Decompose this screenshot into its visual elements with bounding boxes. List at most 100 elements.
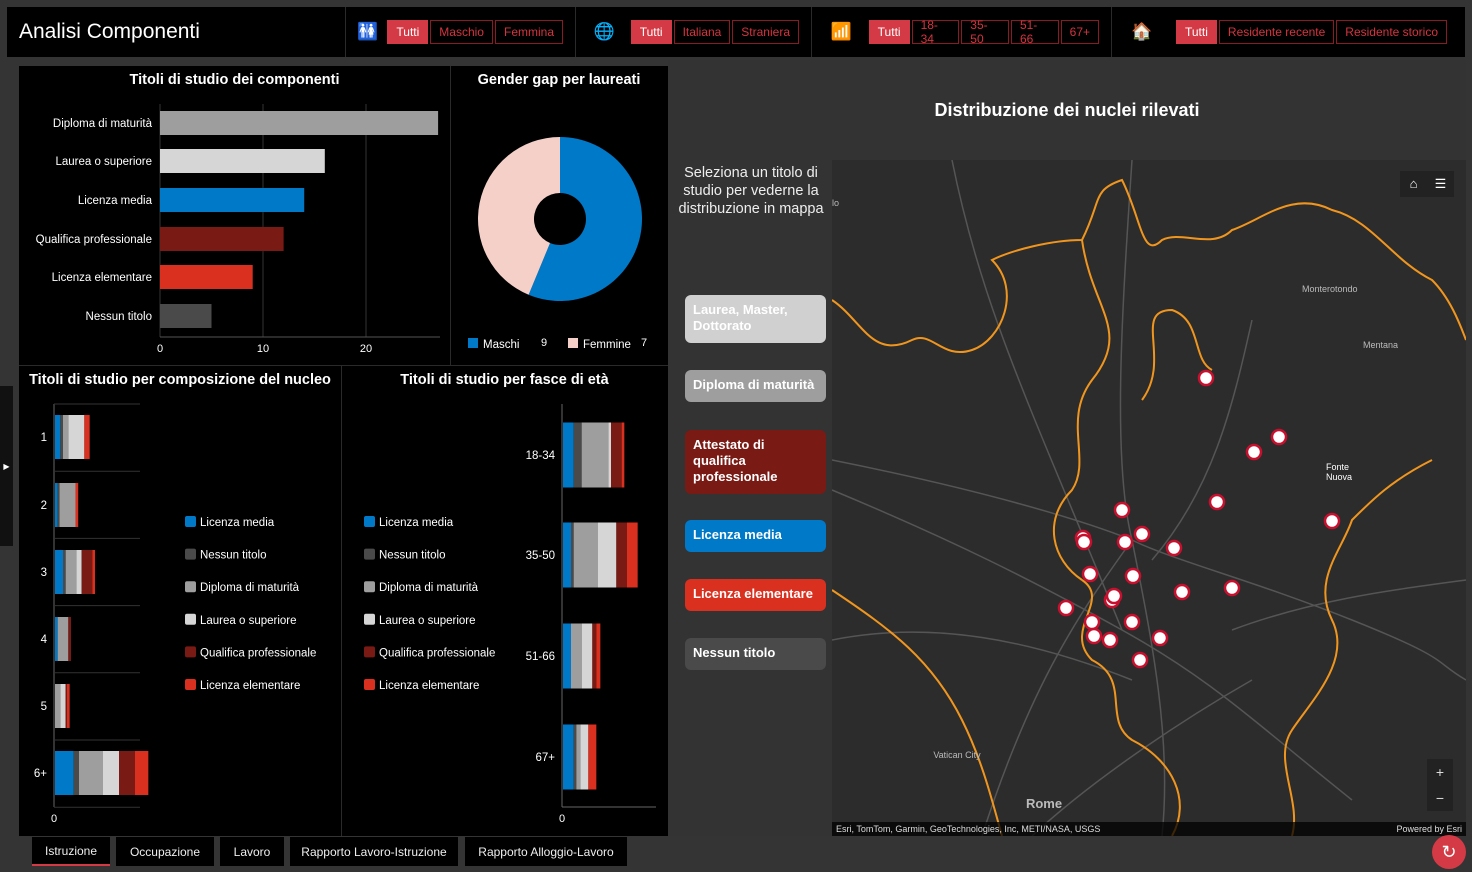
filter-option[interactable]: Femmina bbox=[494, 20, 563, 44]
bar[interactable] bbox=[160, 265, 253, 289]
zoom-out-button[interactable]: − bbox=[1427, 785, 1453, 811]
tab-occupazione[interactable]: Occupazione bbox=[116, 837, 214, 866]
filter-option[interactable]: Residente storico bbox=[1336, 20, 1447, 44]
stacked-bar-segment[interactable] bbox=[563, 522, 571, 588]
stacked-bar-segment[interactable] bbox=[563, 422, 574, 488]
pie-slice-maschi[interactable] bbox=[528, 137, 642, 301]
stacked-bar-segment[interactable] bbox=[55, 550, 63, 594]
stacked-bar-segment[interactable] bbox=[60, 415, 63, 459]
stacked-bar-segment[interactable] bbox=[65, 684, 67, 728]
pie-slice-femmine[interactable] bbox=[477, 137, 560, 295]
stacked-bar-segment[interactable] bbox=[573, 724, 577, 790]
stacked-bar-segment[interactable] bbox=[581, 422, 609, 488]
household-point[interactable] bbox=[1173, 583, 1191, 601]
filter-option[interactable]: Italiana bbox=[673, 20, 731, 44]
household-point[interactable] bbox=[1083, 613, 1101, 631]
stacked-bar-segment[interactable] bbox=[81, 550, 93, 594]
stacked-bar-segment[interactable] bbox=[59, 483, 76, 527]
bar[interactable] bbox=[160, 111, 439, 135]
household-point[interactable] bbox=[1057, 599, 1075, 617]
filter-option[interactable]: Tutti bbox=[868, 20, 910, 44]
education-filter-button[interactable]: Nessun titolo bbox=[685, 638, 826, 670]
stacked-bar-segment[interactable] bbox=[573, 422, 582, 488]
education-filter-button[interactable]: Attestato di qualifica professionale bbox=[685, 430, 826, 494]
stacked-bar-segment[interactable] bbox=[608, 422, 611, 488]
education-filter-button[interactable]: Diploma di maturità bbox=[685, 370, 826, 402]
filter-option[interactable]: 18-34 bbox=[911, 18, 960, 46]
stacked-bar-segment[interactable] bbox=[68, 617, 71, 661]
reset-icon[interactable]: ↻ bbox=[1432, 835, 1466, 869]
stacked-bar-segment[interactable] bbox=[55, 684, 61, 728]
powered-by-esri[interactable]: Powered by Esri bbox=[1396, 824, 1462, 834]
stacked-bar-segment[interactable] bbox=[616, 522, 627, 588]
household-point[interactable] bbox=[1245, 443, 1263, 461]
tab-rapporto-lavoro-istruzione[interactable]: Rapporto Lavoro-Istruzione bbox=[290, 837, 458, 866]
filter-option[interactable]: Maschio bbox=[430, 20, 493, 44]
filter-option[interactable]: 35-50 bbox=[961, 18, 1009, 46]
filter-option[interactable]: 51-66 bbox=[1010, 18, 1059, 46]
household-point[interactable] bbox=[1085, 627, 1103, 645]
stacked-bar-segment[interactable] bbox=[65, 550, 77, 594]
stacked-bar-segment[interactable] bbox=[55, 483, 58, 527]
stacked-bar-segment[interactable] bbox=[119, 751, 135, 795]
stacked-bar-segment[interactable] bbox=[563, 623, 571, 689]
tab-istruzione[interactable]: Istruzione bbox=[32, 837, 110, 866]
stacked-bar-segment[interactable] bbox=[73, 751, 79, 795]
household-point[interactable] bbox=[1165, 539, 1183, 557]
education-filter-button[interactable]: Licenza elementare bbox=[685, 579, 826, 611]
stacked-bar-segment[interactable] bbox=[621, 422, 625, 488]
household-point[interactable] bbox=[1270, 428, 1288, 446]
stacked-bar-segment[interactable] bbox=[55, 751, 74, 795]
household-point[interactable] bbox=[1208, 493, 1226, 511]
household-point[interactable] bbox=[1151, 629, 1169, 647]
stacked-bar-segment[interactable] bbox=[60, 684, 66, 728]
household-point[interactable] bbox=[1075, 533, 1093, 551]
household-point[interactable] bbox=[1101, 631, 1119, 649]
home-icon[interactable]: ⌂ bbox=[1409, 176, 1418, 191]
household-point[interactable] bbox=[1124, 567, 1142, 585]
household-point[interactable] bbox=[1105, 587, 1123, 605]
household-point[interactable] bbox=[1131, 651, 1149, 669]
stacked-bar-segment[interactable] bbox=[597, 522, 617, 588]
stacked-bar-segment[interactable] bbox=[57, 617, 69, 661]
stacked-bar-segment[interactable] bbox=[563, 724, 574, 790]
household-point[interactable] bbox=[1223, 579, 1241, 597]
household-point[interactable] bbox=[1081, 565, 1099, 583]
stacked-bar-segment[interactable] bbox=[573, 522, 598, 588]
filter-option[interactable]: Straniera bbox=[732, 20, 799, 44]
side-panel-toggle[interactable]: ▶ bbox=[0, 386, 13, 546]
stacked-bar-segment[interactable] bbox=[67, 684, 70, 728]
household-point[interactable] bbox=[1123, 613, 1141, 631]
stacked-bar-segment[interactable] bbox=[57, 483, 60, 527]
household-point[interactable] bbox=[1133, 525, 1151, 543]
household-point[interactable] bbox=[1197, 369, 1215, 387]
stacked-bar-segment[interactable] bbox=[63, 415, 69, 459]
stacked-bar-segment[interactable] bbox=[592, 623, 597, 689]
stacked-bar-segment[interactable] bbox=[55, 415, 61, 459]
household-point[interactable] bbox=[1116, 533, 1134, 551]
household-point[interactable] bbox=[1113, 501, 1131, 519]
bar[interactable] bbox=[160, 304, 212, 328]
stacked-bar-segment[interactable] bbox=[103, 751, 119, 795]
education-filter-button[interactable]: Laurea, Master, Dottorato bbox=[685, 295, 826, 343]
stacked-bar-segment[interactable] bbox=[75, 483, 79, 527]
stacked-bar-segment[interactable] bbox=[576, 724, 581, 790]
stacked-bar-segment[interactable] bbox=[588, 724, 597, 790]
stacked-bar-segment[interactable] bbox=[135, 751, 149, 795]
zoom-in-button[interactable]: + bbox=[1427, 759, 1453, 785]
stacked-bar-segment[interactable] bbox=[571, 623, 582, 689]
filter-option[interactable]: Residente recente bbox=[1218, 20, 1335, 44]
household-point[interactable] bbox=[1323, 512, 1341, 530]
stacked-bar-segment[interactable] bbox=[84, 415, 90, 459]
legend-list-icon[interactable]: ☰ bbox=[1434, 176, 1447, 191]
education-filter-button[interactable]: Licenza media bbox=[685, 520, 826, 552]
tab-rapporto-alloggio-lavoro[interactable]: Rapporto Alloggio-Lavoro bbox=[465, 837, 627, 866]
bar[interactable] bbox=[160, 149, 325, 173]
stacked-bar-segment[interactable] bbox=[79, 751, 103, 795]
bar[interactable] bbox=[160, 227, 284, 251]
filter-option[interactable]: Tutti bbox=[630, 20, 672, 44]
stacked-bar-segment[interactable] bbox=[571, 522, 574, 588]
filter-option[interactable]: Tutti bbox=[387, 20, 429, 44]
stacked-bar-segment[interactable] bbox=[611, 422, 622, 488]
